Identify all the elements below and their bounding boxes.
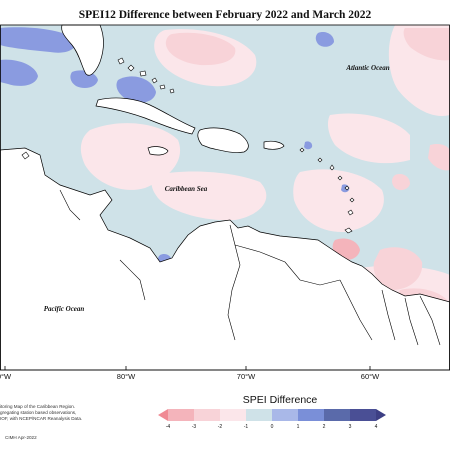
footer-credit: CIMH Apr-2022: [5, 435, 37, 440]
lon-label-60: 60°W: [361, 372, 380, 381]
legend-tick-6: 2: [323, 424, 326, 430]
legend-tick-3: -1: [244, 424, 249, 430]
land-masses: [0, 24, 450, 371]
credits-line-1: itoring Map of the Caribbean Region.: [0, 404, 76, 409]
credits-line-3: IOF, with NCEP/NCAR Reanalysis Data.: [0, 416, 83, 421]
legend-tick-2: -2: [218, 424, 223, 430]
legend-bin-1: [168, 409, 194, 421]
lon-label-80: 80°W: [117, 372, 136, 381]
legend-title: SPEI Difference: [242, 394, 318, 406]
caribbean-sea-label: Caribbean Sea: [165, 185, 208, 193]
legend-bin-6: [298, 409, 324, 421]
legend-tick-7: 3: [349, 424, 352, 430]
lon-label-70: 70°W: [237, 372, 256, 381]
lon-label-0: 0°W: [0, 372, 12, 381]
mainland: [0, 147, 450, 371]
jamaica: [147, 146, 169, 156]
legend-tick-4: 0: [271, 424, 274, 430]
pacific-ocean-label: Pacific Ocean: [44, 305, 85, 313]
legend-bin-7: [324, 409, 350, 421]
map-title: SPEI12 Difference between February 2022 …: [78, 9, 372, 21]
legend-tick-5: 1: [297, 424, 300, 430]
puerto-rico: [263, 140, 285, 150]
credits-line-2: gregating station based observations,: [0, 410, 77, 415]
small-islands: [21, 57, 355, 234]
legend-tick-8: 4: [375, 424, 378, 430]
legend-bin-4: [246, 409, 272, 421]
longitude-axis: 0°W 80°W 70°W 60°W: [0, 366, 380, 381]
legend-bin-2: [194, 409, 220, 421]
legend-tick-1: -3: [192, 424, 197, 430]
legend-colorbar: -4 -3 -2 -1 0 1 2 3 4: [158, 409, 386, 430]
legend-tick-0: -4: [166, 424, 171, 430]
legend-bin-3: [220, 409, 246, 421]
legend-arrow-left: [158, 409, 168, 421]
credits-block: itoring Map of the Caribbean Region. gre…: [0, 404, 140, 422]
hispaniola: [197, 127, 249, 153]
atlantic-ocean-label: Atlantic Ocean: [345, 64, 389, 72]
legend-arrow-right: [376, 409, 386, 421]
cuba: [95, 97, 196, 135]
country-borders: [59, 189, 441, 346]
legend-bin-8: [350, 409, 376, 421]
legend-bin-5: [272, 409, 298, 421]
florida: [61, 24, 104, 76]
